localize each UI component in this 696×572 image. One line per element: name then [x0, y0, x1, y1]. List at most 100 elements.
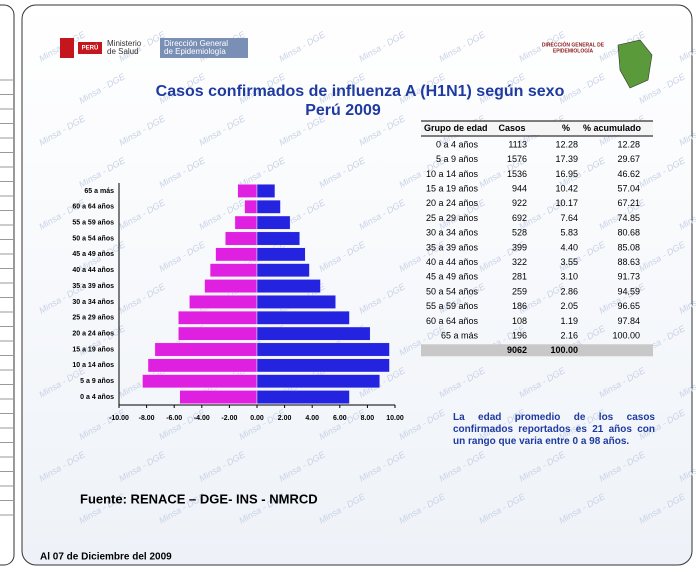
table-cell: 57.04	[617, 183, 640, 193]
table-cell: 35 a 39 años	[426, 242, 479, 252]
bar	[256, 247, 306, 262]
table-cell: 17.39	[555, 154, 578, 164]
x-tick-label: -10.00	[109, 415, 129, 422]
table-cell: 12.28	[617, 139, 640, 149]
table-cell: 528	[512, 228, 527, 238]
table-cell: 1.19	[560, 316, 578, 326]
y-tick-label: 35 a 39 años	[72, 283, 114, 290]
table-cell: 16.95	[555, 169, 578, 179]
table-cell: 281	[512, 272, 527, 282]
table-cell: 12.28	[555, 139, 578, 149]
header-cell: Grupo de edad	[424, 123, 488, 133]
bar	[256, 263, 310, 278]
table-cell: 5.83	[560, 228, 578, 238]
table-cell: 2.86	[560, 286, 578, 296]
table-cell: 922	[512, 198, 527, 208]
y-tick-label: 40 a 44 años	[72, 267, 114, 274]
y-tick-label: 55 a 59 años	[72, 219, 114, 226]
table-cell: 3.10	[560, 272, 578, 282]
table-cell: 100.00	[612, 330, 640, 340]
table-cell: 0 a 4 años	[436, 139, 479, 149]
table-cell: 399	[512, 242, 527, 252]
table-cell: 108	[512, 316, 527, 326]
y-tick-label: 10 a 14 años	[72, 362, 114, 369]
header-cell: % acumulado	[583, 123, 642, 133]
y-tick-label: 0 a 4 años	[80, 394, 114, 401]
bar	[225, 231, 258, 246]
slide	[21, 4, 693, 566]
logo-peru-box	[78, 42, 102, 54]
pyramid-chart: -10.00 -8.00 -6.00 -4.00 -2.00 0.00 2.00 4.00 6.…	[72, 183, 404, 422]
table-cell: 45 a 49 años	[426, 272, 479, 282]
table-cell: 5 a 9 años	[436, 154, 479, 164]
logo-right: DIRECCIÓN GENERAL DE	[542, 40, 605, 48]
table-cell: 74.85	[617, 213, 640, 223]
bar	[256, 374, 381, 389]
note-box: La edad promedio de los casos confirmado…	[453, 412, 655, 447]
total-cell: 9062	[507, 345, 527, 355]
bar	[179, 390, 258, 404]
bar	[154, 342, 258, 357]
table-cell: 10.42	[555, 183, 578, 193]
logo-directorate: Dirección General	[164, 39, 228, 48]
logo-directorate: de Epidemiología	[164, 47, 226, 56]
table-cell: 196	[512, 330, 527, 340]
chart-subtitle: Perú 2009	[305, 102, 381, 119]
table-cell: 7.64	[560, 213, 578, 223]
chart-title: Casos confirmados de influenza A (H1N1) …	[156, 83, 565, 100]
note: La edad promedio de los casos confirmado…	[453, 412, 655, 447]
x-tick-label: 0.00	[250, 415, 264, 422]
table-cell: 944	[512, 183, 527, 193]
table-cell: 50 a 54 años	[426, 286, 479, 296]
bar	[256, 199, 281, 214]
date: Al 07 de Diciembre del 2009	[40, 552, 172, 563]
x-tick-label: -8.00	[139, 415, 155, 422]
table-cell: 10.17	[555, 198, 578, 208]
bar	[256, 310, 350, 325]
table-cell: 20 a 24 años	[426, 198, 479, 208]
logo-dge-box	[160, 38, 248, 58]
table-cell: 259	[512, 286, 527, 296]
y-tick-label: 5 a 9 años	[80, 378, 114, 385]
source: Fuente: RENACE – DGE- INS - NMRCD	[80, 491, 318, 506]
logo-right: EPIDEMIOLOGÍA	[553, 46, 594, 54]
x-tick-label: -6.00	[166, 415, 182, 422]
table-cell: 4.40	[560, 242, 578, 252]
y-tick-label: 25 a 29 años	[72, 315, 114, 322]
bar	[256, 390, 350, 404]
table-cell: 1576	[507, 154, 527, 164]
table-cell: 1113	[508, 139, 527, 149]
header-cell: %	[562, 123, 570, 133]
bar	[215, 247, 258, 262]
table-cell: 96.65	[617, 301, 640, 311]
bar	[256, 215, 291, 230]
table-cell: 3.55	[560, 257, 578, 267]
x-tick-label: 2.00	[278, 415, 292, 422]
table-cell: 80.68	[617, 228, 640, 238]
table-cell: 692	[512, 213, 527, 223]
bar	[142, 374, 258, 389]
y-tick-label: 45 a 49 años	[72, 251, 114, 258]
logo-map	[617, 39, 653, 89]
logo-shield	[60, 38, 74, 58]
table-cell: 29.67	[617, 154, 640, 164]
table-cell: 15 a 19 años	[426, 183, 479, 193]
bar	[256, 342, 390, 357]
y-tick-label: 20 a 24 años	[72, 330, 114, 337]
table-cell: 40 a 44 años	[426, 257, 479, 267]
y-tick-label: 30 a 34 años	[72, 299, 114, 306]
table-cell: 46.62	[617, 169, 640, 179]
bar	[189, 295, 258, 309]
bar	[256, 326, 371, 341]
table-cell: 91.73	[617, 272, 640, 282]
table-cell: 2.05	[560, 301, 578, 311]
header-bg	[421, 121, 653, 135]
bar	[256, 279, 321, 293]
x-tick-label: 4.00	[305, 415, 319, 422]
table-cell: 10 a 14 años	[426, 169, 479, 179]
bar	[209, 263, 258, 278]
bar	[204, 279, 258, 293]
table-cell: 186	[512, 301, 527, 311]
y-tick-label: 60 a 64 años	[72, 204, 114, 211]
bar	[234, 215, 258, 230]
